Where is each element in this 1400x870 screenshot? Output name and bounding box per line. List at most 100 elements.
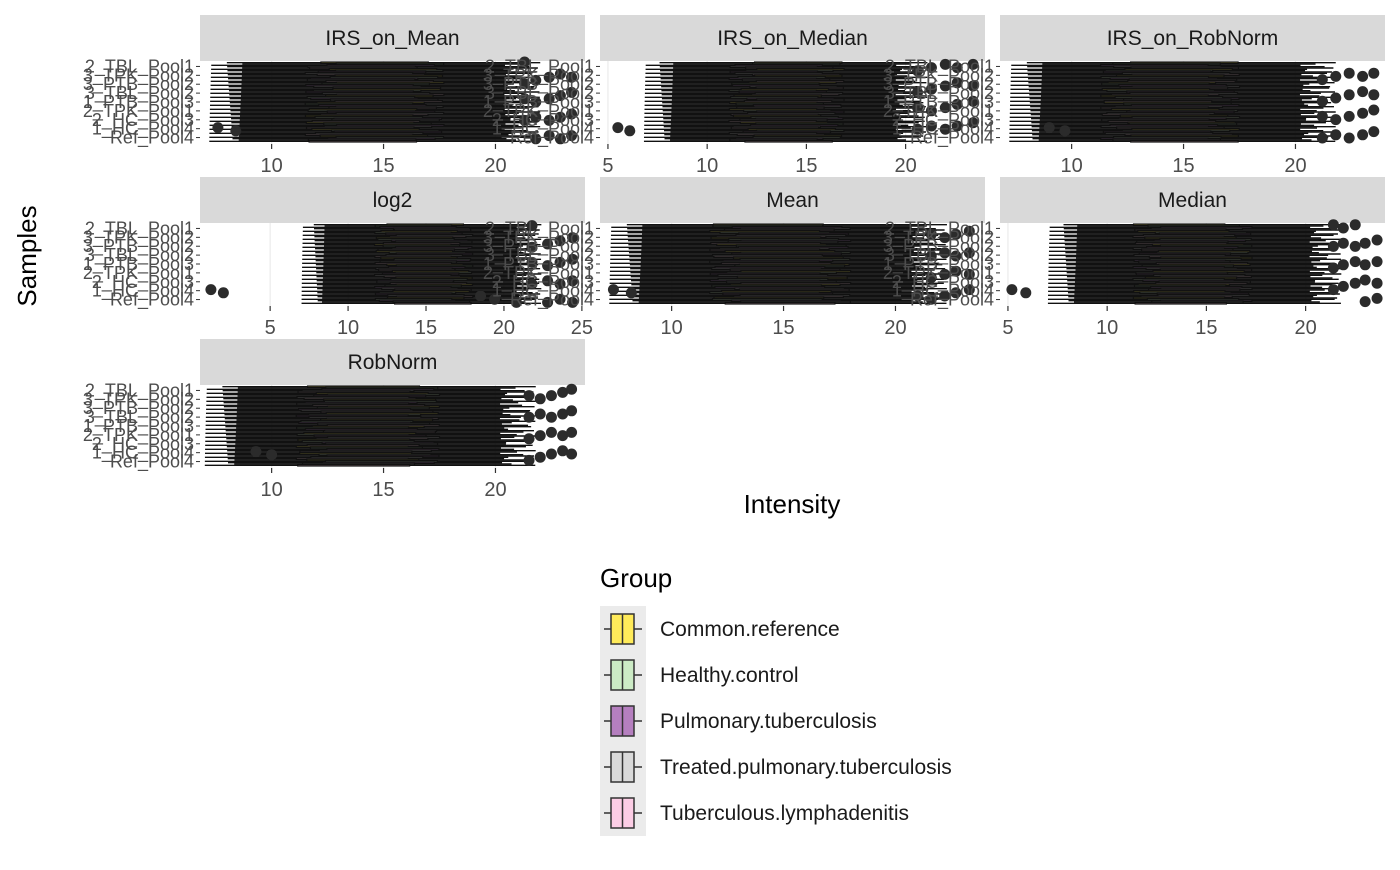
outlier-point [925,228,937,240]
outlier-point [519,114,531,126]
outlier-point [951,98,963,110]
y-tick-label: 2_TPK_Pool1 [883,101,994,122]
outlier-point [543,71,555,83]
outlier-point [542,275,554,287]
outlier-point [542,296,554,308]
y-axis-ticks: 2_TBL_Pool13_TPK_Pool23_PTB_Pool23_TBL_P… [83,218,200,311]
outlier-point [625,287,637,299]
outlier-point [566,86,578,98]
y-axis-ticks: 2_TBL_Pool13_TPK_Pool23_PTB_Pool23_TBL_P… [483,56,600,149]
outlier-point [1337,280,1349,292]
outlier-point [543,130,555,142]
y-axis-ticks: 2_TBL_Pool13_TPK_Pool23_PTB_Pool23_TBL_P… [83,56,200,149]
outlier-point [526,256,538,268]
outlier-point [1368,89,1380,101]
outlier-point [1357,86,1369,98]
facet-strip [600,15,985,61]
facet-strip [1000,15,1385,61]
outlier-point [542,260,554,272]
outlier-point [1371,256,1383,268]
x-axis-label: Intensity [744,489,841,519]
outlier-point [523,433,535,445]
x-tick-label: 10 [261,479,283,501]
y-tick-label: 3_PTB_Pool2 [883,74,994,95]
outlier-point [1337,222,1349,234]
y-tick-label: 1_PTB_Pool3 [483,92,594,113]
outlier-point [1357,107,1369,119]
outlier-point [523,411,535,423]
outlier-point [542,238,554,250]
outlier-point [939,58,951,70]
x-tick-label: 20 [484,155,506,177]
outlier-point [1343,89,1355,101]
outlier-point [939,290,951,302]
y-tick-label: 3_TBL_Pool2 [885,83,994,104]
outlier-point [554,133,566,145]
facet-strip-label: IRS_on_RobNorm [1107,27,1279,50]
outlier-point [489,293,501,305]
y-tick-label: 3_TPK_Pool2 [483,227,594,248]
facet-strip-label: log2 [373,189,413,212]
outlier-point [534,430,546,442]
y-tick-label: 2_TBL_Pool1 [885,218,994,239]
outlier-point [939,102,951,114]
outlier-point [950,265,962,277]
outlier-point [519,78,531,90]
outlier-point [566,383,578,395]
x-tick-label: 15 [1195,317,1217,339]
outlier-point [624,125,636,137]
facet-strip-label: Mean [766,189,819,212]
y-tick-label: 2_TPK_Pool1 [83,263,194,284]
y-tick-label: 1_HC_Pool4 [892,281,994,302]
x-tick-label: 20 [884,317,906,339]
x-tick-label: 25 [571,317,593,339]
outlier-point [925,105,937,117]
outlier-point [963,247,975,259]
y-tick-label: Ref_Pool4 [110,290,194,311]
y-tick-label: 1_PTB_Pool3 [83,416,194,437]
outlier-point [530,74,542,86]
outlier-point [212,122,224,134]
outlier-point [554,293,566,305]
outlier-point [1337,237,1349,249]
outlier-point [566,405,578,417]
outlier-point [266,449,278,461]
y-tick-label: 3_PTB_Pool2 [83,74,194,95]
outlier-point [530,96,542,108]
y-tick-label: 1_PTB_Pool3 [883,254,994,275]
facet-strip-label: IRS_on_Mean [325,27,459,50]
outlier-point [1368,126,1380,138]
y-tick-label: 2_TPK_Pool1 [883,263,994,284]
facet-strip [1000,177,1385,223]
outlier-point [566,71,578,83]
outlier-point [925,62,937,74]
outlier-point [567,253,579,265]
y-tick-label: 3_PTB_Pool2 [483,74,594,95]
outlier-point [963,225,975,237]
outlier-point [967,95,979,107]
y-tick-label: 2_TBL_Pool1 [485,218,594,239]
outlier-point [951,77,963,89]
outlier-point [545,426,557,438]
y-tick-label: 2_TPK_Pool1 [483,101,594,122]
outlier-point [612,122,624,134]
y-tick-label: Ref_Pool4 [110,128,194,149]
outlier-point [1337,259,1349,271]
y-tick-label: 3_PTB_Pool2 [483,236,594,257]
outlier-point [545,448,557,460]
outlier-point [1371,234,1383,246]
outlier-point [554,111,566,123]
outlier-point [526,220,538,232]
y-tick-label: 2_HC_Pool3 [892,272,994,293]
y-tick-label: Ref_Pool4 [510,128,594,149]
outlier-point [1349,240,1361,252]
outlier-point [951,62,963,74]
facet-panels: IRS_on_Mean2_TBL_Pool13_TPK_Pool23_PTB_P… [83,15,1385,501]
legend-title: Group [600,563,672,593]
outlier-point [566,448,578,460]
outlier-point [1327,219,1339,231]
outlier-point [1359,237,1371,249]
outlier-point [1330,70,1342,82]
outlier-point [557,430,569,442]
outlier-point [1059,125,1071,137]
